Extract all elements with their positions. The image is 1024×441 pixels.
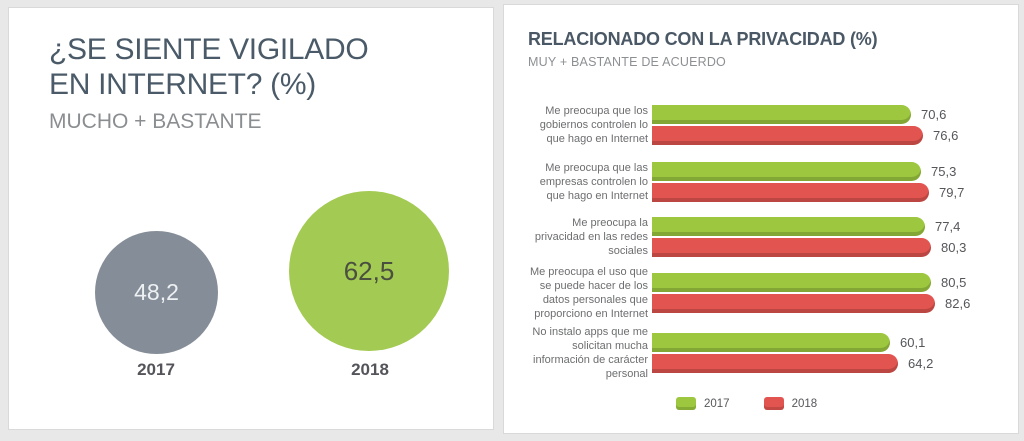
bar-2018 xyxy=(652,126,923,145)
bubble-value-2018: 62,5 xyxy=(343,255,395,286)
category-label: Me preocupa el uso que se puede hacer de… xyxy=(529,266,648,320)
bar-value-2018: 79,7 xyxy=(939,185,965,200)
bar-group-datos-personales: Me preocupa el uso que se puede hacer de… xyxy=(520,266,1000,320)
bar-value-2017: 60,1 xyxy=(900,335,926,350)
panel-title-line2: EN INTERNET? (%) xyxy=(49,68,316,101)
legend: 2017 2018 xyxy=(676,397,817,410)
category-label: Me preocupa que las empresas controlen l… xyxy=(539,162,648,202)
panel-title: ¿SE SIENTE VIGILADO EN INTERNET? (%) xyxy=(49,32,369,102)
bar-group-apps: No instalo apps que me solicitan mucha i… xyxy=(520,326,1000,380)
surveillance-panel: ¿SE SIENTE VIGILADO EN INTERNET? (%) MUC… xyxy=(8,7,494,430)
year-label-2017: 2017 xyxy=(137,360,175,379)
legend-label-2018: 2018 xyxy=(791,397,818,410)
privacy-panel: RELACIONADO CON LA PRIVACIDAD (%) MUY + … xyxy=(503,4,1019,434)
bar-2018 xyxy=(652,238,931,257)
panel-title: RELACIONADO CON LA PRIVACIDAD (%) xyxy=(528,29,878,49)
bar-value-2018: 80,3 xyxy=(941,240,967,255)
bubble-2017: 48,2 xyxy=(95,231,218,354)
bar-group-redes-sociales: Me preocupa la privacidad en las redes s… xyxy=(520,217,1000,257)
legend-label-2017: 2017 xyxy=(704,397,730,410)
bar-group-empresas: Me preocupa que las empresas controlen l… xyxy=(520,162,1000,202)
bubble-value-2017: 48,2 xyxy=(134,279,179,305)
category-label: Me preocupa la privacidad en las redes s… xyxy=(534,217,648,257)
category-label: No instalo apps que me solicitan mucha i… xyxy=(532,326,648,380)
legend-item-2017: 2017 xyxy=(676,397,730,410)
legend-item-2018: 2018 xyxy=(763,397,818,410)
category-label: Me preocupa que los gobiernos controlen … xyxy=(539,105,648,145)
bar-group-gobiernos: Me preocupa que los gobiernos controlen … xyxy=(520,105,1000,145)
bar-2017 xyxy=(652,217,925,236)
panel-subtitle: MUY + BASTANTE DE ACUERDO xyxy=(528,55,726,69)
bar-value-2018: 64,2 xyxy=(908,356,934,371)
bar-value-2018: 82,6 xyxy=(945,296,971,311)
bar-2017 xyxy=(652,273,931,292)
year-label-2018: 2018 xyxy=(351,360,389,379)
bubble-2018: 62,5 xyxy=(289,191,449,351)
bar-value-2017: 75,3 xyxy=(931,164,957,179)
legend-swatch-2017 xyxy=(676,397,696,410)
panel-subtitle: MUCHO + BASTANTE xyxy=(49,110,262,133)
bar-2018 xyxy=(652,183,929,202)
bar-value-2017: 80,5 xyxy=(941,275,967,290)
bar-2018 xyxy=(652,354,898,373)
bar-2017 xyxy=(652,333,890,352)
bar-2017 xyxy=(652,105,911,124)
panel-title-line1: ¿SE SIENTE VIGILADO xyxy=(49,33,369,66)
bar-2017 xyxy=(652,162,921,181)
bar-value-2017: 77,4 xyxy=(935,219,961,234)
legend-swatch-2018 xyxy=(763,397,784,410)
bar-value-2018: 76,6 xyxy=(933,128,959,143)
bar-2018 xyxy=(652,294,935,313)
bar-value-2017: 70,6 xyxy=(921,107,947,122)
